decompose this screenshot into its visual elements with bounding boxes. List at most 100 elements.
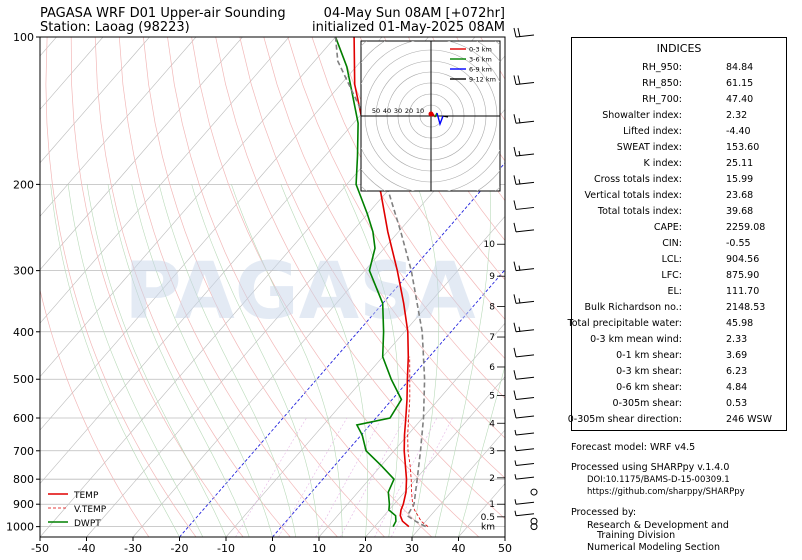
x-tick-label: 40 [452,542,466,555]
hodograph-ring-label: 10 [416,107,424,115]
wind-barb-flag [513,200,517,210]
wind-barb-staff [515,415,535,419]
dry-adiabat [335,37,505,320]
index-row: Lifted index: -4.40 [572,126,786,140]
wind-barb-staff [515,34,535,38]
index-value: -0.55 [726,238,751,249]
index-value: 2.33 [726,334,748,345]
wind-barb-staff [515,153,535,157]
hodograph-trace-6-9km [436,112,444,127]
indices-panel: INDICES RH_950: 84.84 RH_850: 61.15 RH_700: 4… [568,37,787,431]
index-label: Showalter index: [602,110,682,121]
dry-adiabat [143,37,385,537]
wind-barb-half [518,265,521,271]
index-value: 84.84 [726,62,754,73]
division-line1: Research & Development and [587,520,729,531]
height-label: 5 [489,392,495,402]
y-tick-label: 400 [13,326,34,339]
wind-barb-staff [515,229,535,233]
wind-barb-half [518,326,521,332]
y-tick-label: 800 [13,473,34,486]
wind-barb [514,499,535,505]
index-row: RH_850: 61.15 [572,78,786,92]
moist-adiabat [131,184,273,537]
index-row: RH_950: 84.84 [572,62,786,76]
wind-barb-flag [513,27,517,38]
y-tick-label: 100 [13,31,34,44]
x-tick-label: 10 [312,542,326,555]
index-value: -4.40 [726,126,751,137]
y-tick-label: 700 [13,445,34,458]
wind-barb-staff [515,476,535,480]
isotherm-line [40,37,383,431]
index-value: 2148.53 [726,302,766,313]
wind-barb-staff [515,81,535,85]
y-tick-label: 500 [13,373,34,386]
wind-barb-half [514,445,517,451]
wind-barb [513,114,535,124]
wind-barb-staff [515,448,535,452]
dry-adiabat [118,37,338,537]
index-row: 0-3 km shear: 6.23 [572,366,786,380]
dry-adiabat [215,37,505,520]
division-line3: Numerical Modeling Section [587,542,721,553]
wind-barb-half [518,298,521,304]
index-label: EL: [667,286,683,297]
wind-barb-flag [517,27,521,38]
hodograph-trace-9-12km [442,115,449,118]
index-row: Total precipitable water: 45.98 [568,318,786,332]
index-value: 246 WSW [726,414,772,425]
series-line-vtemp [407,356,429,527]
wind-barb [513,75,535,85]
wind-barb [513,322,535,333]
wind-barb-half [514,474,517,480]
index-row: Bulk Richardson no.: 2148.53 [572,302,786,316]
wind-barb-staff [515,462,535,466]
index-value: 45.98 [726,318,754,329]
isotherm-line [40,37,243,271]
index-value: 47.40 [726,94,754,105]
x-tick-label: 20 [359,542,373,555]
wind-barb-staff [515,376,535,380]
wind-barb-flag [513,390,517,400]
wind-barb-staff [515,206,535,210]
watermark-logo: PAGASA [124,247,475,337]
index-value: 904.56 [726,254,760,265]
wind-barb [513,200,535,210]
valid-time: 04-May Sun 08AM [+072hr] [323,6,505,21]
wind-barb-flag [513,261,517,271]
index-label: RH_700: [642,94,682,105]
processed-by: Processed by: [571,507,637,518]
wind-barb-flag [513,322,517,332]
moist-adiabat [50,184,180,537]
index-row: EL: 111.70 [572,286,786,300]
x-tick-label: 30 [405,542,419,555]
dry-adiabat [45,37,197,537]
index-label: Vertical totals index: [584,190,682,201]
wind-barb-flag [513,294,517,304]
index-label: K index: [643,158,682,169]
legend-label: DWPT [74,519,101,529]
wind-barb [514,460,535,466]
x-tick-label: -30 [124,542,142,555]
index-label: RH_850: [642,78,682,89]
index-label: CIN: [662,238,682,249]
index-value: 0.53 [726,398,748,409]
wind-barb [513,294,535,304]
height-label: 1 [489,500,495,510]
wind-barb [514,429,535,436]
dry-adiabat [311,37,505,360]
wind-barb [513,408,535,419]
index-value: 23.68 [726,190,754,201]
index-row: Vertical totals index: 23.68 [572,190,786,204]
wind-barb-flag [513,146,517,157]
x-tick-label: -40 [78,542,96,555]
wind-barb-half [518,118,521,124]
wind-barb-flag [513,114,517,124]
height-unit-label: km [481,523,495,533]
series-line-dwpt [334,37,403,527]
isotherm-line [40,37,104,110]
wind-barb-staff [515,432,535,436]
github-link[interactable]: https://github.com/sharppy/SHARPpy [587,487,745,497]
isotherm-line [272,269,505,537]
